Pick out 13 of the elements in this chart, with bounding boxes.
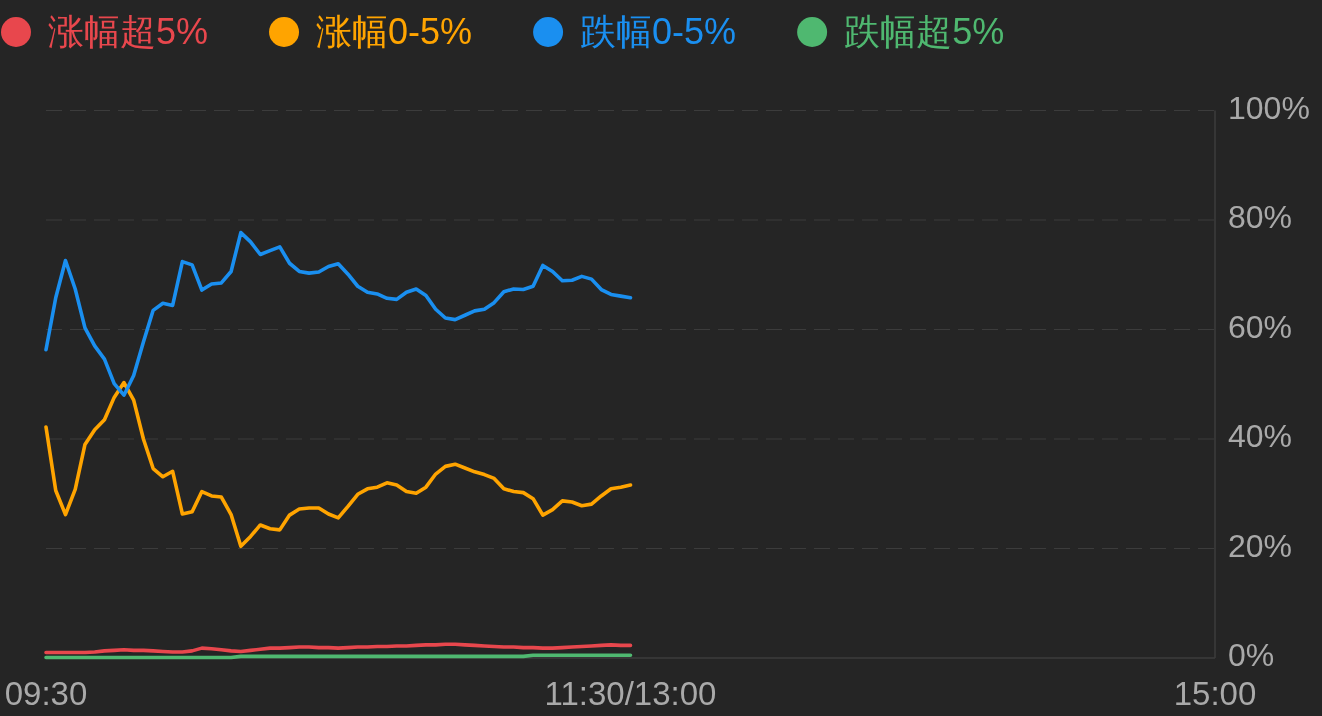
x-tick-label: 09:30 [4,674,88,712]
y-tick-label: 100% [1228,89,1310,126]
legend-label: 跌幅超5% [844,10,1005,52]
legend-label: 涨幅0-5% [316,10,473,52]
y-tick-label: 60% [1228,308,1293,345]
x-tick-label: 15:00 [1173,674,1257,712]
legend-label: 跌幅0-5% [580,10,737,52]
legend-label: 涨幅超5% [48,10,209,52]
x-tick-label: 11:30/13:00 [544,674,717,712]
y-tick-label: 40% [1228,418,1293,455]
y-tick-label: 0% [1228,637,1275,674]
y-tick-label: 20% [1228,527,1293,564]
y-tick-label: 80% [1228,199,1293,236]
